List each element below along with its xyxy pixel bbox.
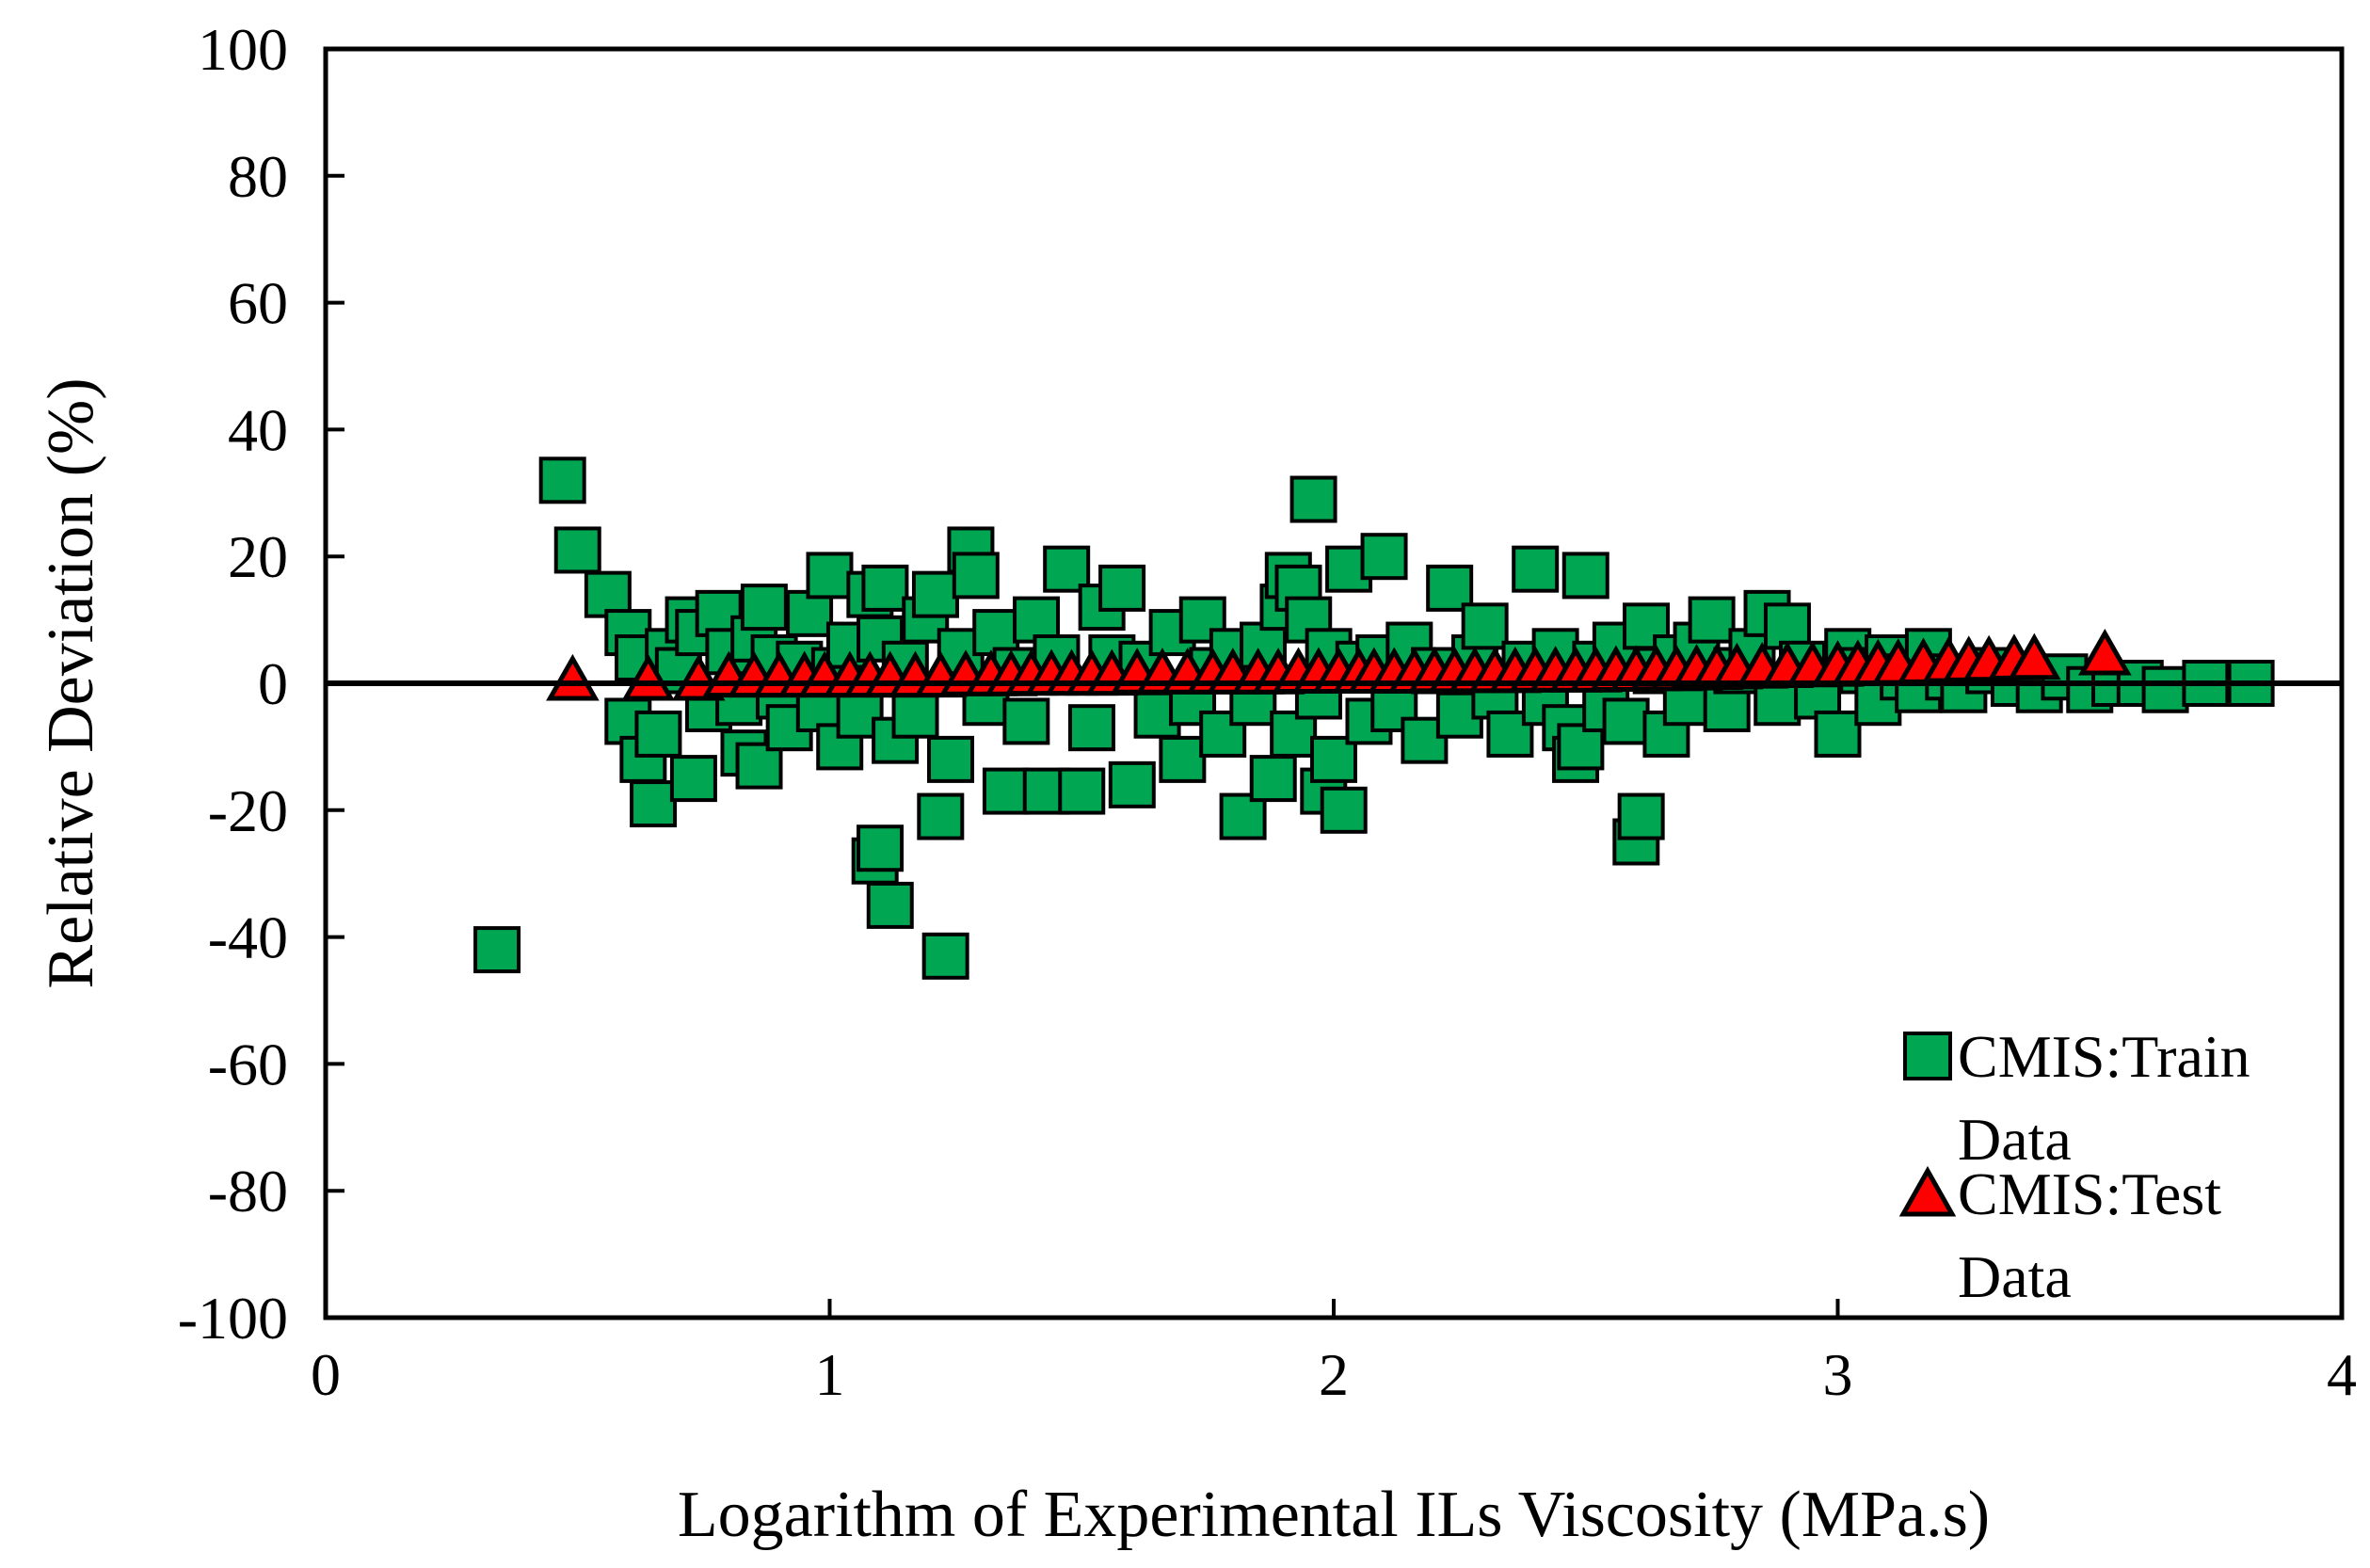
- train-point: [1814, 710, 1862, 758]
- train-point: [1002, 697, 1050, 745]
- x-tick-label: 0: [311, 1341, 341, 1408]
- y-tick-label: -60: [208, 1031, 288, 1097]
- train-point: [1058, 767, 1106, 815]
- train-point: [634, 710, 682, 758]
- y-tick-label: -20: [208, 777, 288, 844]
- y-tick-label: 100: [198, 16, 288, 83]
- train-point: [1289, 475, 1337, 523]
- y-tick-label: 40: [228, 396, 288, 463]
- x-axis-title: Logarithm of Experimental ILs Viscosity …: [678, 1479, 1990, 1551]
- train-point: [740, 584, 788, 632]
- y-tick-label: 80: [228, 143, 288, 210]
- train-point: [972, 609, 1020, 657]
- test-point: [546, 653, 600, 701]
- train-point: [1219, 792, 1267, 840]
- train-point: [1270, 710, 1318, 758]
- train-point: [1320, 786, 1368, 834]
- train-point: [630, 780, 678, 828]
- train-point: [836, 691, 884, 739]
- y-tick-label: 60: [228, 270, 288, 337]
- y-axis-title: Relative Deviation (%): [35, 377, 107, 988]
- train-point: [1310, 735, 1357, 783]
- train-point: [927, 735, 975, 783]
- train-point: [1512, 545, 1560, 593]
- train-point: [2141, 665, 2189, 713]
- x-tick-label: 2: [1319, 1341, 1349, 1408]
- train-point: [982, 767, 1030, 815]
- train-point: [538, 456, 586, 504]
- train-point: [911, 570, 959, 618]
- y-tick-label: -100: [178, 1285, 288, 1352]
- y-tick-label: -80: [208, 1158, 288, 1224]
- train-point: [857, 824, 905, 872]
- y-tick-label: -40: [208, 904, 288, 971]
- legend: CMIS:Train Data CMIS:Test Data: [1898, 1023, 2250, 1310]
- train-point: [1617, 792, 1665, 840]
- train-point: [1688, 596, 1736, 644]
- x-tick-label: 4: [2327, 1341, 2357, 1408]
- y-axis: 100 80 60 40 20 0 -20 -40 -60 -80 -100: [178, 16, 344, 1352]
- train-point: [1561, 552, 1609, 600]
- legend-train-label: CMIS:Train: [1958, 1023, 2250, 1090]
- train-point: [1360, 533, 1408, 581]
- train-point: [891, 691, 939, 739]
- legend-train-label-cont: Data: [1958, 1106, 2072, 1173]
- train-point: [473, 926, 521, 974]
- legend-test-label-cont: Data: [1958, 1243, 2072, 1310]
- legend-train-marker: [1903, 1032, 1952, 1080]
- x-axis: 0 1 2 3 4: [311, 1299, 2357, 1408]
- train-point: [806, 552, 854, 600]
- test-point: [2008, 632, 2061, 680]
- train-point: [1043, 545, 1091, 593]
- train-point: [735, 742, 783, 790]
- train-point: [1067, 704, 1115, 752]
- x-tick-label: 3: [1823, 1341, 1853, 1408]
- y-tick-label: 0: [258, 650, 288, 717]
- train-point: [1159, 735, 1207, 783]
- train-point: [857, 615, 905, 663]
- train-point: [786, 589, 834, 637]
- legend-test-marker: [1898, 1165, 1957, 1217]
- train-point: [1763, 602, 1811, 650]
- y-tick-label: 20: [228, 523, 288, 590]
- train-point: [866, 881, 914, 929]
- x-tick-label: 1: [815, 1341, 845, 1408]
- train-point: [553, 526, 601, 574]
- train-point: [952, 552, 1000, 600]
- train-point: [1108, 760, 1156, 808]
- train-point: [1557, 723, 1605, 771]
- test-point: [2078, 628, 2132, 676]
- train-point: [861, 564, 909, 612]
- train-point: [917, 792, 965, 840]
- legend-test-label: CMIS:Test: [1958, 1160, 2221, 1227]
- train-point: [1249, 755, 1297, 803]
- train-point: [1461, 602, 1509, 650]
- train-point: [1426, 564, 1474, 612]
- train-point: [921, 932, 969, 980]
- test-point: [621, 653, 676, 701]
- train-point: [1602, 697, 1650, 745]
- train-point: [669, 755, 717, 803]
- train-point: [1098, 564, 1146, 612]
